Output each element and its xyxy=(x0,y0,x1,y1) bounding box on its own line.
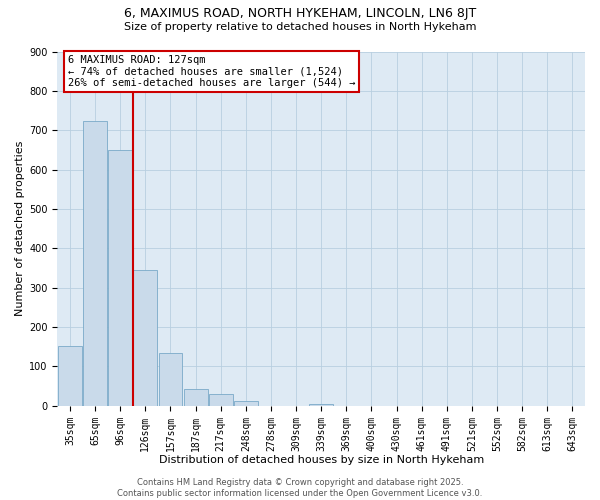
Bar xyxy=(309,404,333,406)
Bar xyxy=(184,390,208,406)
Bar xyxy=(58,346,82,406)
Text: Contains HM Land Registry data © Crown copyright and database right 2025.
Contai: Contains HM Land Registry data © Crown c… xyxy=(118,478,482,498)
Y-axis label: Number of detached properties: Number of detached properties xyxy=(15,141,25,316)
Bar xyxy=(234,401,258,406)
Bar xyxy=(83,121,107,406)
X-axis label: Distribution of detached houses by size in North Hykeham: Distribution of detached houses by size … xyxy=(158,455,484,465)
Text: Size of property relative to detached houses in North Hykeham: Size of property relative to detached ho… xyxy=(124,22,476,32)
Bar xyxy=(158,354,182,406)
Bar xyxy=(108,150,132,406)
Text: 6, MAXIMUS ROAD, NORTH HYKEHAM, LINCOLN, LN6 8JT: 6, MAXIMUS ROAD, NORTH HYKEHAM, LINCOLN,… xyxy=(124,8,476,20)
Text: 6 MAXIMUS ROAD: 127sqm
← 74% of detached houses are smaller (1,524)
26% of semi-: 6 MAXIMUS ROAD: 127sqm ← 74% of detached… xyxy=(68,55,355,88)
Bar xyxy=(209,394,233,406)
Bar xyxy=(133,270,157,406)
